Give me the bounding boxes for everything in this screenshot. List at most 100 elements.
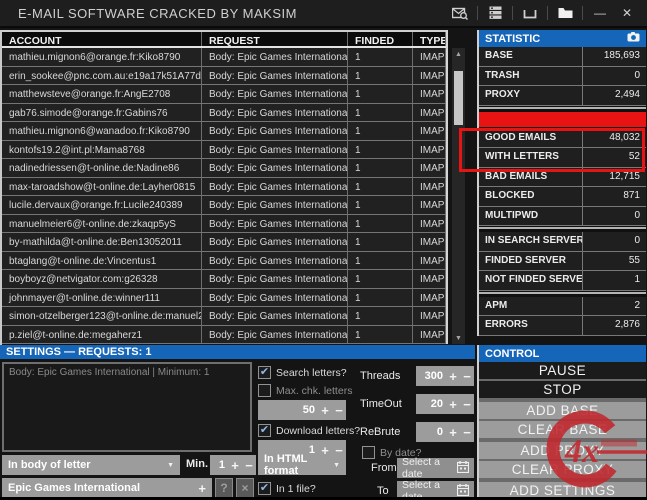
pause-button[interactable]: PAUSE [479,362,646,379]
download-letters-checkbox[interactable]: ✔ Download letters? [258,424,360,437]
stepper-value: 300 [424,370,443,382]
date-to-picker[interactable]: Select a date [397,479,474,500]
minus-button[interactable]: − [335,442,343,458]
request-cell: Body: Epic Games International [202,288,348,306]
stop-button[interactable]: STOP [479,381,646,398]
table-row[interactable]: max-taroadshow@t-online.de:Layher0815 Bo… [2,177,446,196]
table-row[interactable]: gab76.simode@orange.fr:Gabins76 Body: Ep… [2,103,446,122]
stat-row: NOT FINDED SERVER 1 [479,271,646,291]
stat-row: IN SEARCH SERVER 0 [479,232,646,252]
stat-row: MULTIPWD 0 [479,206,646,226]
stat-label: MULTIPWD [479,206,583,225]
add-request-button[interactable]: + [198,480,206,496]
request-cell: Body: Epic Games International [202,214,348,232]
account-cell: boyboyz@netvigator.com:g26328 [2,270,202,288]
column-header-account[interactable]: ACCOUNT [2,32,202,46]
close-button[interactable]: ✕ [621,6,633,20]
folder-icon[interactable] [555,4,575,22]
minus-button[interactable]: − [335,402,343,418]
table-row[interactable]: nadinedriessen@t-online.de:Nadine86 Body… [2,159,446,178]
date-from-picker[interactable]: Select a date [397,456,474,480]
control-title: CONTROL [485,347,540,360]
scroll-down-arrow[interactable]: ▼ [452,332,465,344]
stat-row: TRASH 0 [479,66,646,86]
stat-row: PROXY 2,494 [479,86,646,106]
table-row[interactable]: mathieu.mignon6@wanadoo.fr:Kiko8790 Body… [2,122,446,141]
request-cell: Body: Epic Games International [202,122,348,140]
camera-icon[interactable] [627,32,640,45]
mail-search-icon[interactable] [450,4,470,22]
type-cell: IMAP [413,233,446,251]
request-cell: Body: Epic Games International [202,48,348,66]
table-row[interactable]: mathieu.mignon6@orange.fr:Kiko8790 Body:… [2,48,446,67]
by-date-checkbox[interactable]: By date? [362,446,421,459]
finded-cell: 1 [348,66,413,84]
request-cell: Body: Epic Games International [202,66,348,84]
calendar-icon [456,460,470,476]
format-dropdown[interactable]: In HTML format ▼ [258,453,346,477]
search-in-dropdown[interactable]: In body of letter ▼ [2,455,180,475]
delete-request-button[interactable]: × [236,478,254,498]
type-cell: IMAP [413,85,446,103]
table-row[interactable]: kontofs19.2@int.pl:Mama8768 Body: Epic G… [2,140,446,159]
minus-button[interactable]: − [463,368,471,384]
column-header-finded[interactable]: FINDED [348,32,413,46]
stat-row: BLOCKED 871 [479,187,646,207]
stat-label: PROXY [479,86,583,105]
column-header-request[interactable]: REQUEST [202,32,348,46]
table-row[interactable]: matthewsteve@orange.fr:AngE2708 Body: Ep… [2,85,446,104]
request-cell: Body: Epic Games International [202,103,348,121]
checkbox-check-icon: ✔ [258,482,271,495]
window-restore-icon[interactable] [520,4,540,22]
table-row[interactable]: btaglang@t-online.de:Vincentus1 Body: Ep… [2,251,446,270]
plus-button[interactable]: + [449,368,457,384]
table-row[interactable]: erin_sookee@pnc.com.au:e19a17k51A77dd1m … [2,66,446,85]
clear-proxy-button[interactable]: CLEAR PROXY [479,461,646,478]
timeout-label: TimeOut [360,398,402,410]
scrollbar-thumb[interactable] [454,71,463,125]
minus-button[interactable]: − [463,424,471,440]
table-row[interactable]: lucile.dervaux@orange.fr:Lucile240389 Bo… [2,196,446,215]
server-list-icon[interactable] [485,4,505,22]
finded-cell: 1 [348,177,413,195]
account-cell: manuelmeier6@t-online.de:zkaqp5yS [2,214,202,232]
scroll-up-arrow[interactable]: ▲ [452,48,465,60]
minimize-button[interactable]: — [594,6,606,20]
minus-button[interactable]: − [245,457,253,473]
table-row[interactable]: by-mathilda@t-online.de:Ben13052011 Body… [2,233,446,252]
plus-button[interactable]: + [449,424,457,440]
plus-button[interactable]: + [449,396,457,412]
stat-label: GOOD EMAILS [479,128,583,147]
rebrute-stepper: 0 + − [416,422,474,442]
help-button[interactable]: ? [215,478,233,498]
table-scrollbar[interactable]: ▲ ▼ [452,48,465,344]
table-row[interactable]: johnmayer@t-online.de:winner111 Body: Ep… [2,288,446,307]
type-cell: IMAP [413,48,446,66]
dropdown-value: In HTML format [264,453,308,477]
table-row[interactable]: simon-otzelberger123@t-online.de:manuel2… [2,307,446,326]
add-base-button[interactable]: ADD BASE [479,402,646,419]
table-row[interactable]: manuelmeier6@t-online.de:zkaqp5yS Body: … [2,214,446,233]
minus-button[interactable]: − [463,396,471,412]
stat-value: 2,876 [614,319,640,330]
finded-cell: 1 [348,251,413,269]
plus-button[interactable]: + [321,442,329,458]
add-proxy-button[interactable]: ADD PROXY [479,442,646,459]
column-header-type[interactable]: TYPE [413,32,446,46]
settings-header: SETTINGS — REQUESTS: 1 [0,345,475,359]
stat-label: BLOCKED [479,187,583,206]
timeout-stepper: 20 + − [416,394,474,414]
search-letters-checkbox[interactable]: ✔ Search letters? [258,366,347,379]
account-cell: erin_sookee@pnc.com.au:e19a17k51A77dd1m [2,66,202,84]
request-input[interactable]: Epic Games International + [2,478,212,498]
finded-cell: 1 [348,103,413,121]
table-row[interactable]: boyboyz@netvigator.com:g26328 Body: Epic… [2,270,446,289]
plus-button[interactable]: + [231,457,239,473]
in-1-file-checkbox[interactable]: ✔ In 1 file? [258,482,316,495]
plus-button[interactable]: + [321,402,329,418]
max-chk-letters-checkbox[interactable]: Max. chk. letters [258,384,352,397]
request-preview-box[interactable]: Body: Epic Games International | Minimum… [2,362,252,452]
table-row[interactable]: p.ziel@t-online.de:megaherz1 Body: Epic … [2,325,446,344]
clear-base-button[interactable]: CLEAR BASE [479,421,646,438]
type-cell: IMAP [413,177,446,195]
